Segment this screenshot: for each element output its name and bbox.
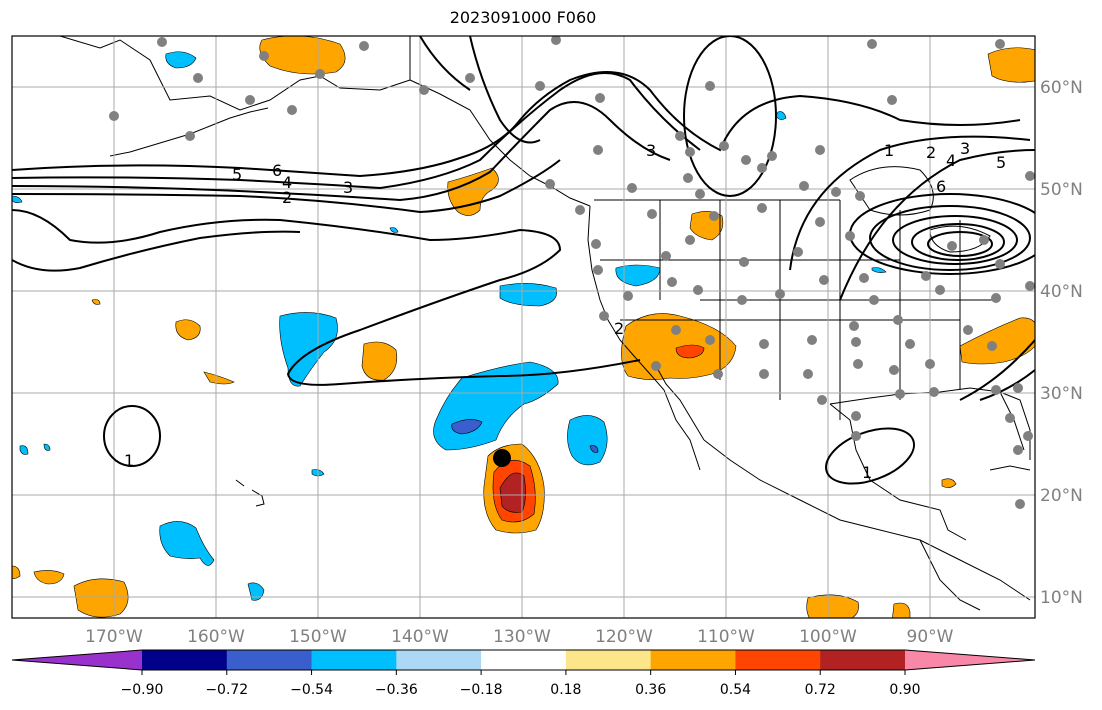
colorbar-segment xyxy=(905,650,1035,670)
colorbar-segment xyxy=(650,650,736,670)
colorbar-tick-label: −0.54 xyxy=(290,682,333,698)
colorbar: −0.90 −0.72 −0.54 −0.36 −0.18 0.18 0.36 0.54 0.7… xyxy=(11,649,1036,698)
latitude-labels: 60°N 50°N 40°N 30°N 20°N 10°N xyxy=(1040,78,1083,608)
contour-label: 1 xyxy=(124,451,134,470)
colorbar-tick-label: 0.54 xyxy=(720,682,751,698)
contour-label: 4 xyxy=(946,151,956,170)
colorbar-segment xyxy=(311,650,397,670)
colorbar-segment xyxy=(565,650,652,670)
graticule xyxy=(12,36,1035,618)
lat-tick-label: 40°N xyxy=(1040,282,1083,302)
contour-label: 2 xyxy=(926,143,936,162)
lat-tick-label: 10°N xyxy=(1040,588,1083,608)
contour-label: 2 xyxy=(614,319,624,338)
colorbar-tick-label: 0.36 xyxy=(635,682,666,698)
contour-label: 1 xyxy=(862,463,872,482)
longitude-labels: 170°W 160°W 150°W 140°W 130°W 120°W 110°… xyxy=(85,627,954,647)
colorbar-segment xyxy=(396,650,482,670)
colorbar-tick-label: 0.72 xyxy=(805,682,836,698)
colorbar-tick-label: −0.36 xyxy=(375,682,418,698)
contour-label: 3 xyxy=(960,139,970,158)
colorbar-segment xyxy=(820,650,906,670)
contour-label: 6 xyxy=(272,161,282,180)
highlight-marker xyxy=(493,449,511,467)
contour-label: 5 xyxy=(232,165,242,184)
colorbar-tick-label: 0.18 xyxy=(550,682,581,698)
contour-label: 3 xyxy=(646,141,656,160)
lon-tick-label: 100°W xyxy=(799,627,857,647)
colorbar-segment xyxy=(226,650,313,670)
contour-label: 5 xyxy=(996,153,1006,172)
lat-tick-label: 60°N xyxy=(1040,78,1083,98)
map-frame xyxy=(11,35,1036,619)
colorbar-segment xyxy=(142,650,228,670)
colorbar-tick-label: −0.18 xyxy=(460,682,503,698)
negative-anomaly-shading xyxy=(12,51,887,601)
colorbar-segment xyxy=(12,650,142,670)
lon-tick-label: 120°W xyxy=(595,627,653,647)
colorbar-tick-label: −0.72 xyxy=(205,682,248,698)
contour-label: 1 xyxy=(884,141,894,160)
lat-tick-label: 50°N xyxy=(1040,180,1083,200)
lon-tick-label: 160°W xyxy=(187,627,245,647)
contour-label: 3 xyxy=(343,178,353,197)
contour-label: 4 xyxy=(282,173,292,192)
contour-labels: 5 6 4 2 3 3 1 2 4 3 5 6 2 1 1 xyxy=(124,139,1006,482)
station-dots xyxy=(109,36,1035,509)
lon-tick-label: 90°W xyxy=(907,627,954,647)
lon-tick-label: 150°W xyxy=(289,627,347,647)
lat-tick-label: 30°N xyxy=(1040,384,1083,404)
lon-tick-label: 130°W xyxy=(493,627,551,647)
lon-tick-label: 170°W xyxy=(85,627,143,647)
colorbar-tick-label: 0.90 xyxy=(889,682,920,698)
map-title: 2023091000 F060 xyxy=(449,8,597,27)
colorbar-segment xyxy=(735,650,821,670)
contour-label: 6 xyxy=(936,177,946,196)
lon-tick-label: 110°W xyxy=(697,627,755,647)
lon-tick-label: 140°W xyxy=(391,627,449,647)
colorbar-segment xyxy=(481,650,567,670)
colorbar-tick-label: −0.90 xyxy=(121,682,164,698)
contour-label: 2 xyxy=(282,188,292,207)
positive-anomaly-shading xyxy=(12,36,1035,618)
lat-tick-label: 20°N xyxy=(1040,486,1083,506)
